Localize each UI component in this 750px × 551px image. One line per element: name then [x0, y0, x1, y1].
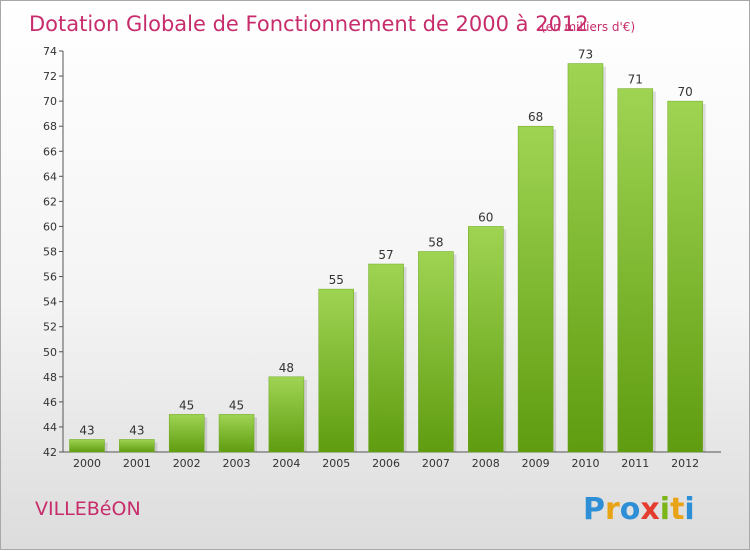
y-tick-label: 56 [43, 271, 57, 284]
data-label-2001: 43 [129, 423, 144, 437]
data-labels-group: 43 43 45 45 48 55 57 58 60 68 73 71 70 [79, 48, 692, 438]
x-tick-label: 2009 [522, 457, 550, 470]
bar-2008 [468, 226, 504, 453]
x-tick-label: 2002 [173, 457, 201, 470]
x-tick-label: 2005 [322, 457, 350, 470]
bar-2010 [567, 63, 604, 453]
data-label-2007: 58 [428, 236, 443, 250]
bar-2012 [667, 100, 703, 453]
y-axis: 42 44 46 48 50 52 54 56 58 60 62 64 66 68 70 72 74 [43, 45, 64, 459]
y-tick-label: 74 [43, 45, 57, 58]
data-label-2010: 73 [578, 48, 593, 62]
chart-title: Dotation Globale de Fonctionnement de 20… [29, 12, 589, 36]
y-tick-label: 68 [43, 120, 57, 133]
y-tick-label: 52 [43, 321, 57, 334]
y-tick-label: 54 [43, 296, 57, 309]
y-tick-label: 70 [43, 95, 57, 108]
bar-2002 [168, 414, 205, 453]
x-tick-label: 2012 [671, 457, 699, 470]
bar-2007 [418, 251, 454, 453]
data-label-2011: 71 [628, 73, 643, 87]
x-tick-label: 2003 [223, 457, 251, 470]
x-tick-label: 2008 [472, 457, 500, 470]
y-tick-label: 50 [43, 346, 57, 359]
data-label-2004: 48 [279, 361, 294, 375]
logo-letter: o [620, 492, 641, 527]
logo-letter: t [670, 492, 684, 527]
x-tick-label: 2000 [73, 457, 101, 470]
data-label-2012: 70 [678, 85, 693, 99]
bar-2006 [368, 263, 404, 453]
x-tick-label: 2007 [422, 457, 450, 470]
data-label-2009: 68 [528, 110, 543, 124]
bar-2000 [69, 439, 105, 453]
chart-subtitle: (en milliers d'€) [541, 20, 635, 34]
y-tick-label: 58 [43, 246, 57, 259]
bar-2003 [218, 414, 255, 453]
x-axis: 2000 2001 2002 2003 2004 2005 2006 2007 2008 2009… [63, 451, 721, 470]
y-tick-label: 42 [43, 446, 57, 459]
y-tick-label: 72 [43, 70, 57, 83]
data-label-2002: 45 [179, 398, 194, 412]
logo-letter: r [605, 492, 620, 527]
bar-2001 [119, 439, 155, 453]
x-tick-label: 2006 [372, 457, 400, 470]
y-tick-label: 62 [43, 195, 57, 208]
y-tick-label: 46 [43, 396, 57, 409]
data-label-2006: 57 [378, 248, 393, 262]
logo-letter: i [660, 492, 670, 527]
y-tick-label: 64 [43, 170, 57, 183]
y-tick-label: 66 [43, 145, 57, 158]
bar-2004 [268, 376, 305, 453]
proxiti-logo: Proxiti [583, 492, 695, 527]
x-tick-label: 2011 [621, 457, 649, 470]
commune-name: VILLEBéON [35, 498, 141, 520]
y-tick-label: 48 [43, 371, 57, 384]
y-tick-label: 60 [43, 220, 57, 233]
bar-2005 [318, 288, 354, 453]
y-tick-label: 44 [43, 421, 57, 434]
x-tick-label: 2001 [123, 457, 151, 470]
logo-letter: P [583, 492, 605, 527]
x-tick-label: 2004 [272, 457, 300, 470]
data-label-2005: 55 [329, 273, 344, 287]
data-label-2000: 43 [79, 423, 94, 437]
data-label-2003: 45 [229, 398, 244, 412]
bar-2009 [517, 125, 554, 453]
logo-letter: x [640, 492, 659, 527]
data-label-2008: 60 [478, 210, 493, 224]
x-tick-label: 2010 [571, 457, 599, 470]
bar-2011 [617, 88, 654, 453]
logo-letter: i [684, 492, 694, 527]
bars-group [69, 63, 706, 453]
